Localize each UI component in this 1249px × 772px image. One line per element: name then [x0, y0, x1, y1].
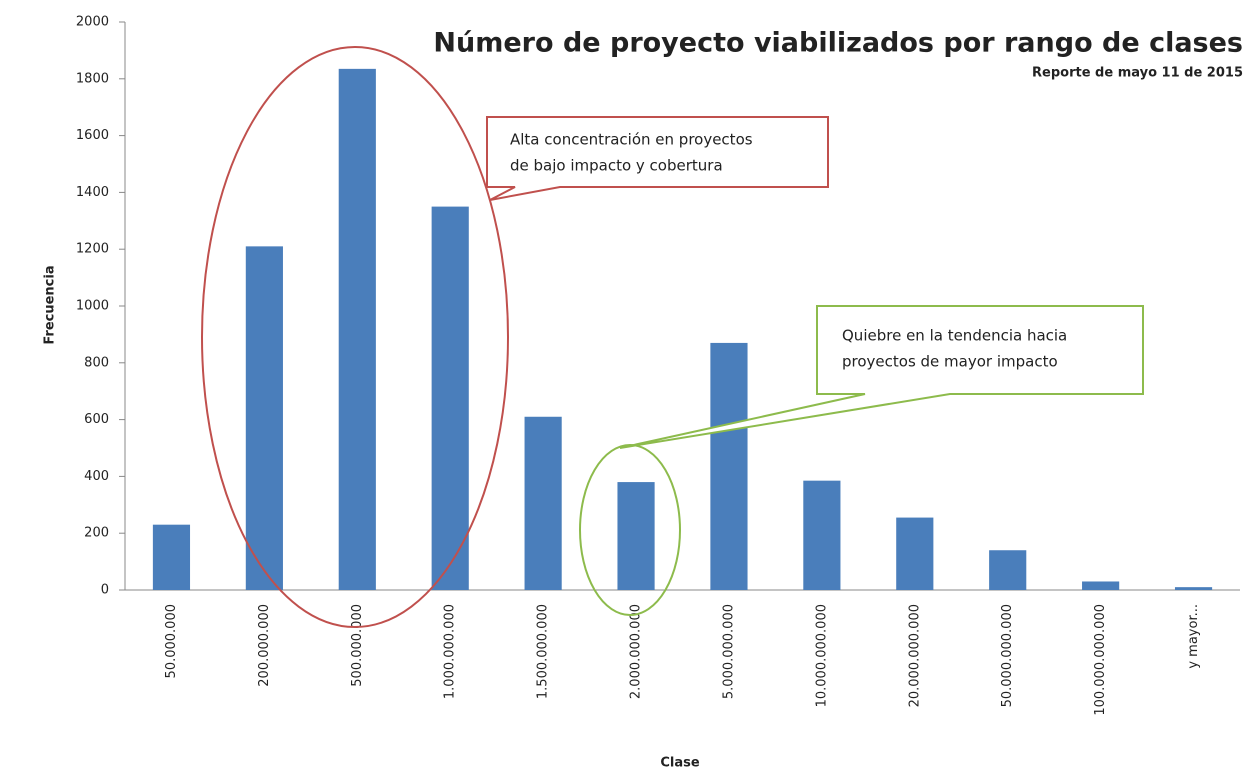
x-tick-label: 5.000.000.000 [721, 604, 736, 699]
bar [710, 342, 748, 590]
x-tick-label: y mayor... [1186, 604, 1201, 669]
x-tick-label: 200.000.000 [257, 604, 272, 687]
annotation-text: Alta concentración en proyectos [510, 131, 753, 149]
bar [245, 246, 283, 591]
x-tick-label: 100.000.000.000 [1093, 604, 1108, 716]
chart-title: Número de proyecto viabilizados por rang… [433, 28, 1243, 59]
callout-box [619, 305, 1144, 449]
bar [524, 416, 562, 590]
bar [1174, 587, 1213, 590]
y-tick-label: 2000 [76, 15, 109, 30]
y-tick-label: 1400 [76, 185, 109, 200]
x-tick-label: 50.000.000 [164, 604, 179, 678]
callout-box [486, 116, 829, 201]
annotation-text: de bajo impacto y cobertura [510, 157, 723, 175]
annotation-text: Quiebre en la tendencia hacia [842, 327, 1067, 345]
y-tick-label: 1600 [76, 128, 109, 143]
y-tick-label: 1000 [76, 299, 109, 314]
y-tick-label: 1200 [76, 242, 109, 257]
x-tick-label: 1.000.000.000 [443, 604, 458, 699]
x-tick-label: 10.000.000.000 [814, 604, 829, 707]
y-tick-label: 600 [84, 412, 109, 427]
bar [617, 482, 655, 590]
bar [803, 480, 841, 590]
x-axis-label: Clase [660, 756, 700, 771]
y-tick-label: 0 [101, 583, 109, 598]
x-tick-label: 500.000.000 [350, 604, 365, 687]
annotation-text: proyectos de mayor impacto [842, 353, 1058, 371]
y-tick-label: 800 [84, 355, 109, 370]
bar [1082, 581, 1120, 590]
bar [431, 206, 469, 590]
y-tick-label: 1800 [76, 71, 109, 86]
x-tick-label: 1.500.000.000 [536, 604, 551, 699]
bar [896, 517, 934, 590]
x-tick-label: 20.000.000.000 [907, 604, 922, 707]
bar [989, 550, 1027, 590]
y-axis-label: Frecuencia [43, 265, 58, 344]
chart-subtitle: Reporte de mayo 11 de 2015 [1032, 66, 1243, 81]
bar [338, 68, 376, 591]
x-tick-label: 50.000.000.000 [1000, 604, 1015, 707]
x-tick-label: 2.000.000.000 [629, 604, 644, 699]
y-tick-label: 400 [84, 469, 109, 484]
bar [152, 524, 191, 590]
y-tick-label: 200 [84, 526, 109, 541]
highlight-ellipse [201, 46, 509, 628]
